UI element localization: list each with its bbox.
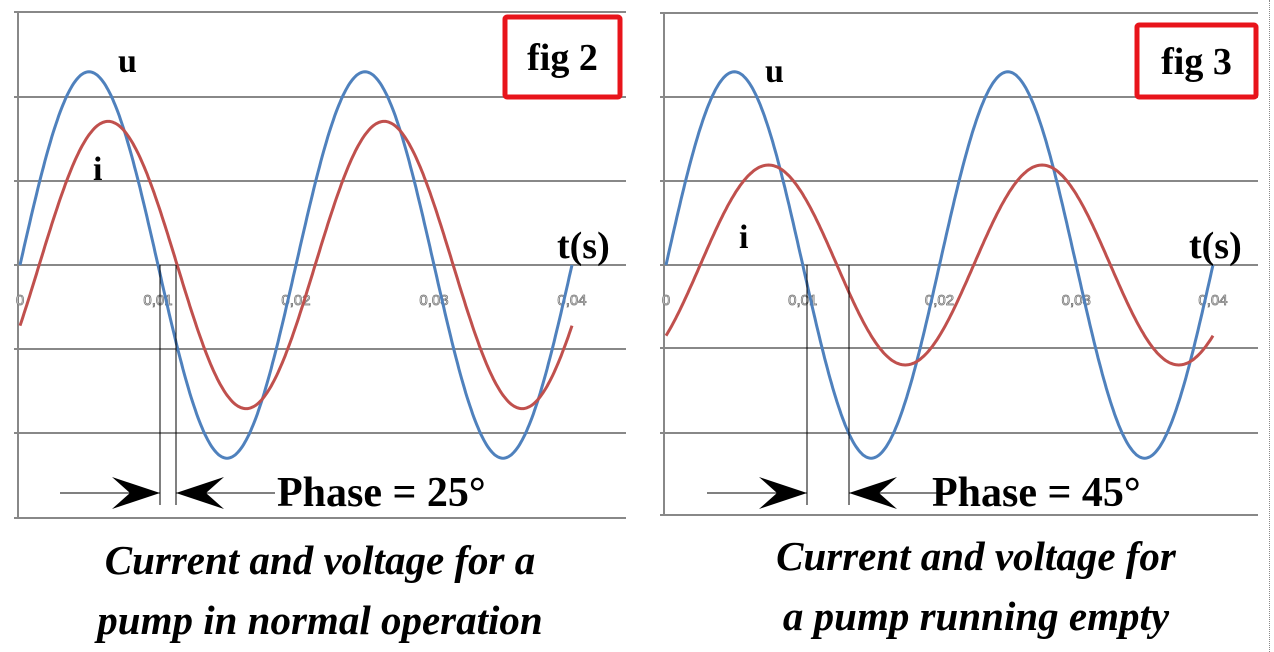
- series-label-i: i: [739, 219, 748, 256]
- x-tick-label: 0: [16, 292, 24, 309]
- series-label-u: u: [765, 53, 784, 90]
- series-label-i: i: [93, 151, 102, 188]
- arrowhead-right-icon: [112, 477, 160, 509]
- caption-line: Current and voltage for a: [104, 537, 536, 583]
- figure-label-box: [502, 14, 623, 100]
- series-line-u: [664, 70, 1215, 460]
- caption-fig3: Current and voltage for a pump running e…: [676, 526, 1274, 646]
- phase-annotation: Phase = 25°: [277, 470, 486, 516]
- series-line-u: [18, 70, 574, 460]
- arrowhead-left-icon: [176, 477, 224, 509]
- caption-line: Current and voltage for: [776, 533, 1176, 579]
- caption-fig2: Current and voltage for a pump in normal…: [20, 530, 620, 650]
- caption-line: a pump running empty: [782, 593, 1170, 639]
- series-label-u: u: [118, 43, 137, 80]
- series-line-i: [664, 163, 1215, 367]
- x-axis-label: t(s): [1189, 225, 1242, 267]
- arrowhead-left-icon: [849, 477, 897, 509]
- figure-label: fig 3: [1161, 41, 1232, 83]
- caption-line: pump in normal operation: [97, 597, 543, 643]
- right-border: [1269, 0, 1270, 652]
- arrowhead-right-icon: [759, 477, 807, 509]
- x-axis-label: t(s): [557, 225, 610, 267]
- x-tick-label: 0: [662, 292, 670, 309]
- figure-label-box: [1134, 22, 1259, 100]
- series-line-i: [18, 119, 574, 411]
- figure-label: fig 2: [527, 37, 598, 79]
- phase-annotation: Phase = 45°: [932, 470, 1141, 516]
